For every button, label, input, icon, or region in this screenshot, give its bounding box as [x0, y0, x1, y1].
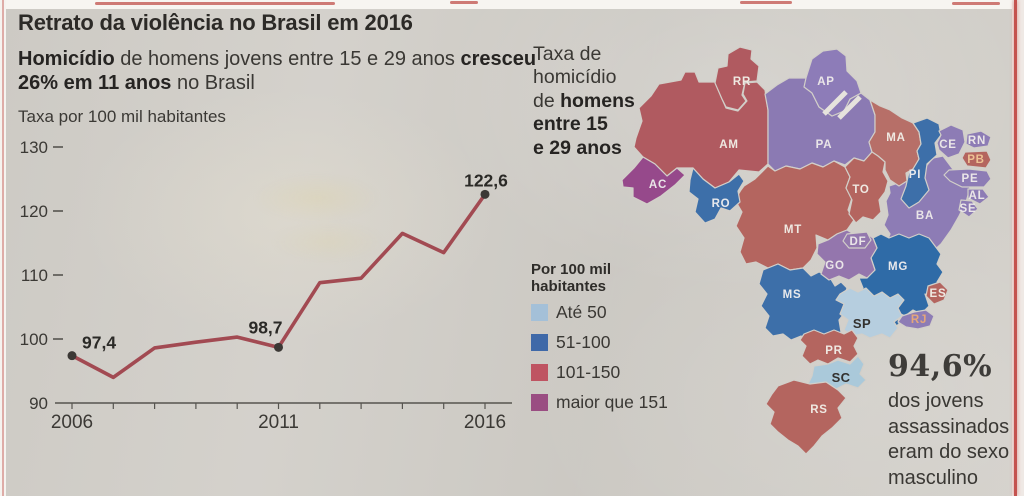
y-tick-label: 90	[29, 394, 48, 413]
state-label-se: SE	[960, 203, 977, 215]
state-label-rn: RN	[968, 135, 986, 147]
x-tick-label: 2016	[464, 412, 506, 433]
state-sp	[835, 287, 905, 339]
legend-title: Por 100 mil habitantes	[531, 261, 612, 295]
state-pr	[799, 329, 859, 365]
page-right-rule	[1014, 0, 1017, 496]
state-am	[633, 71, 769, 189]
legend-item: Até 50	[531, 302, 681, 323]
y-tick-label: 120	[20, 202, 48, 221]
amazon-river-gap	[822, 90, 862, 120]
state-label-sc: SC	[832, 370, 851, 385]
state-label-ac: AC	[649, 179, 667, 191]
state-label-pb: PB	[967, 154, 985, 166]
page-edge-mark	[95, 2, 335, 5]
state-label-ms: MS	[783, 289, 802, 301]
legend-swatch-ate-50	[531, 304, 548, 321]
legend-item: 101-150	[531, 362, 681, 383]
state-label-rj: RJ	[911, 314, 927, 326]
y-tick-label: 110	[21, 266, 48, 285]
data-point-2006	[67, 351, 77, 361]
data-label-2016: 122,6	[464, 170, 508, 190]
state-label-pa: PA	[816, 139, 833, 151]
state-label-mg: MG	[888, 261, 908, 273]
print-showthrough	[225, 165, 455, 275]
legend-swatch-101-150	[531, 364, 548, 381]
data-label-2011: 98,7	[248, 317, 282, 337]
page-edge-mark	[952, 2, 1000, 5]
page-top-edge	[0, 0, 1024, 9]
state-label-ap: AP	[817, 76, 835, 88]
state-ap	[803, 48, 862, 117]
state-ms	[758, 263, 848, 341]
state-label-rs: RS	[810, 404, 828, 416]
stat-description: dos jovens assassinados eram do sexo mas…	[888, 390, 1010, 489]
page-edge-mark	[740, 1, 792, 4]
state-label-go: GO	[825, 260, 845, 272]
data-label-2006: 97,4	[82, 333, 116, 353]
state-label-mt: MT	[784, 224, 802, 236]
legend-swatch-51-100	[531, 334, 548, 351]
state-pb	[961, 150, 992, 169]
stat-block: 94,6% dos jovens assassinados eram do se…	[888, 349, 1023, 491]
page-edge-mark	[450, 1, 478, 4]
x-tick-label: 2011	[258, 412, 299, 433]
data-point-2016	[480, 189, 490, 199]
legend-label: Até 50	[556, 302, 607, 322]
y-tick-label: 130	[20, 138, 48, 157]
state-rj	[897, 309, 935, 330]
state-label-rr: RR	[733, 76, 751, 88]
state-label-df: DF	[850, 236, 867, 248]
state-label-al: AL	[969, 190, 986, 202]
stat-value: 94,6%	[888, 349, 993, 384]
state-label-es: ES	[930, 288, 947, 300]
brazil-map: RR AP AM PA AC RO MA PI CE RN PB PE AL S…	[621, 46, 992, 455]
state-label-ba: BA	[916, 210, 934, 222]
state-df	[842, 231, 872, 249]
y-tick-label: 100	[20, 330, 48, 349]
chart-axis-label: Taxa por 100 mil habitantes	[18, 107, 226, 126]
state-labels: RR AP AM PA AC RO MA PI CE RN PB PE AL S…	[649, 76, 986, 416]
state-rr	[714, 46, 760, 111]
state-label-pr: PR	[825, 345, 843, 357]
state-ma	[868, 99, 922, 187]
state-rs	[765, 379, 847, 455]
infographic-subtitle: Homicídio de homens jovens entre 15 e 29…	[18, 48, 537, 95]
legend-label: maior que 151	[556, 392, 668, 412]
state-ac	[621, 156, 686, 205]
state-pe	[943, 168, 992, 188]
legend-item: maior que 151	[531, 392, 681, 413]
infographic-title: Retrato da violência no Brasil em 2016	[18, 10, 413, 35]
state-label-ro: RO	[712, 198, 731, 210]
state-ce	[936, 124, 966, 159]
state-label-pe: PE	[962, 173, 979, 185]
state-label-sp: SP	[853, 316, 871, 331]
state-label-to: TO	[852, 184, 869, 196]
legend-label: 51-100	[556, 332, 611, 352]
state-to	[844, 151, 889, 224]
x-tick-label: 2006	[51, 412, 93, 433]
state-ro	[688, 167, 745, 224]
state-al	[967, 188, 990, 205]
state-label-am: AM	[719, 139, 739, 151]
legend-label: 101-150	[556, 362, 621, 382]
state-label-ce: CE	[939, 139, 957, 151]
page-left-rule	[2, 0, 4, 496]
data-point-2011	[274, 342, 283, 352]
state-se	[958, 199, 979, 218]
state-es	[925, 281, 949, 305]
legend-swatch-maior-151	[531, 394, 548, 411]
state-rn	[965, 130, 992, 149]
state-label-ma: MA	[886, 132, 906, 144]
state-label-pi: PI	[909, 169, 921, 181]
legend-item: 51-100	[531, 332, 681, 353]
map-legend: Por 100 mil habitantes Até 50 51-100 101…	[531, 261, 681, 422]
map-intro-text: Taxa de homicídio de homens entre 15 e 2…	[533, 43, 635, 159]
